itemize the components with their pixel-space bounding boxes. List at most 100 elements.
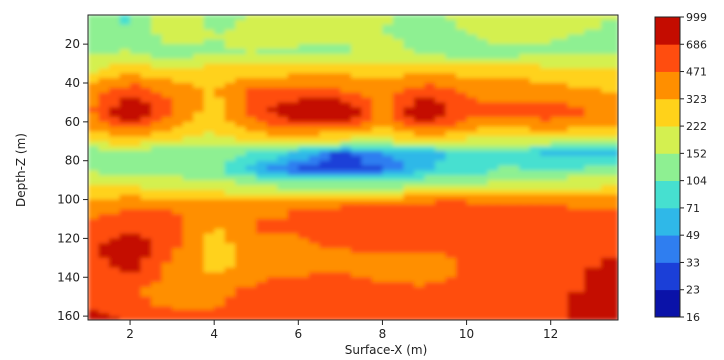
heatmap-cell: [98, 73, 110, 79]
heatmap-cell: [550, 316, 569, 320]
heatmap-cell: [182, 180, 194, 186]
heatmap-cell: [477, 29, 489, 36]
heatmap-cell: [601, 296, 618, 303]
heatmap-cell: [601, 316, 618, 320]
heatmap-cell: [119, 44, 131, 50]
heatmap-cell: [109, 306, 121, 311]
heatmap-cell: [487, 233, 499, 240]
y-tick-label: 160: [57, 309, 80, 323]
heatmap-cell: [319, 301, 331, 307]
heatmap-cell: [298, 102, 310, 108]
heatmap-cell: [245, 301, 257, 307]
heatmap-cell: [256, 291, 268, 298]
heatmap-cell: [382, 131, 394, 138]
heatmap-cell: [361, 262, 373, 269]
heatmap-cell: [224, 150, 236, 157]
heatmap-cell: [498, 272, 510, 278]
heatmap-cell: [172, 73, 184, 79]
heatmap-cell: [98, 102, 110, 108]
heatmap-cell: [477, 49, 489, 55]
heatmap-cell: [329, 291, 341, 298]
heatmap-cell: [214, 248, 226, 254]
heatmap-cell: [98, 296, 110, 303]
heatmap-cell: [371, 199, 384, 206]
heatmap-cell: [567, 257, 585, 264]
heatmap-cell: [277, 146, 289, 152]
heatmap-cell: [182, 102, 194, 108]
heatmap-cell: [540, 252, 552, 259]
heatmap-cell: [161, 160, 173, 167]
heatmap-cell: [350, 243, 363, 249]
heatmap-cell: [256, 223, 268, 230]
heatmap-cell: [193, 58, 205, 65]
heatmap-cell: [140, 267, 152, 274]
heatmap-cell: [245, 34, 257, 40]
heatmap-cell: [498, 199, 510, 206]
heatmap-cell: [298, 316, 310, 320]
heatmap-cell: [456, 102, 468, 108]
heatmap-cell: [203, 209, 215, 215]
heatmap-cell: [413, 49, 426, 55]
heatmap-cell: [151, 262, 163, 269]
heatmap-cell: [508, 68, 520, 74]
heatmap-cell: [529, 189, 541, 196]
heatmap-cell: [256, 24, 268, 31]
heatmap-cell: [298, 126, 310, 133]
heatmap-cell: [477, 291, 489, 298]
heatmap-cell: [130, 24, 142, 31]
heatmap-cell: [477, 44, 489, 50]
heatmap-cell: [435, 53, 447, 60]
heatmap-cell: [224, 82, 236, 89]
heatmap-cell: [308, 252, 320, 259]
heatmap-cell: [319, 286, 331, 293]
heatmap-cell: [477, 204, 489, 210]
heatmap-cell: [466, 165, 478, 172]
heatmap-cell: [193, 63, 205, 70]
heatmap-cell: [245, 233, 257, 240]
heatmap-cell: [382, 155, 394, 162]
heatmap-cell: [245, 82, 257, 89]
heatmap-cell: [567, 116, 585, 123]
heatmap-cell: [382, 58, 394, 65]
heatmap-cell: [584, 267, 602, 274]
heatmap-cell: [445, 160, 457, 167]
heatmap-cell: [466, 73, 478, 79]
heatmap-cell: [477, 155, 489, 162]
heatmap-cell: [287, 78, 299, 84]
heatmap-cell: [403, 29, 415, 36]
heatmap-cell: [403, 155, 415, 162]
heatmap-cell: [403, 170, 415, 176]
heatmap-cell: [130, 316, 142, 320]
heatmap-cell: [487, 121, 499, 128]
heatmap-cell: [266, 286, 278, 293]
heatmap-cell: [340, 184, 352, 191]
heatmap-cell: [477, 170, 489, 176]
heatmap-cell: [256, 82, 268, 89]
heatmap-cell: [540, 296, 552, 303]
heatmap-cell: [371, 34, 384, 40]
heatmap-cell: [224, 282, 236, 288]
heatmap-cell: [203, 214, 215, 220]
heatmap-cell: [382, 209, 394, 215]
heatmap-cell: [519, 262, 531, 269]
heatmap-cell: [140, 243, 152, 249]
heatmap-cell: [601, 238, 618, 244]
heatmap-cell: [413, 180, 426, 186]
heatmap-cell: [567, 301, 585, 307]
heatmap-cell: [266, 301, 278, 307]
heatmap-cell: [235, 214, 247, 220]
heatmap-cell: [140, 87, 152, 94]
heatmap-cell: [203, 248, 215, 254]
heatmap-cell: [498, 243, 510, 249]
heatmap-cell: [371, 170, 384, 176]
heatmap-cell: [477, 184, 489, 191]
heatmap-cell: [214, 243, 226, 249]
heatmap-cell: [298, 238, 310, 244]
heatmap-cell: [119, 214, 131, 220]
heatmap-cell: [382, 262, 394, 269]
heatmap-cell: [487, 262, 499, 269]
heatmap-cell: [161, 165, 173, 172]
heatmap-cell: [403, 257, 415, 264]
heatmap-cell: [245, 228, 257, 235]
